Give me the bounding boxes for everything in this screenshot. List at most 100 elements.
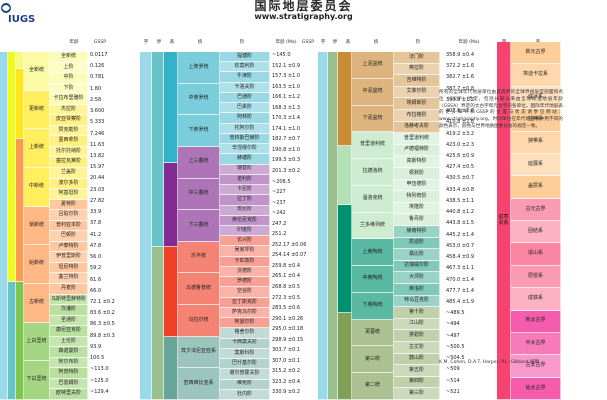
p2-age-4: 166.1 ±1.2 — [272, 94, 301, 101]
p3-stage-13: 埃隆阶 — [394, 202, 440, 215]
p1-age-21: 66.0 — [90, 287, 102, 294]
p3-stage-19: 大坪阶 — [394, 272, 440, 284]
page-title: 国际地层委员会 — [254, 0, 353, 13]
p3-series-9: 下奥陶统 — [352, 292, 394, 320]
p3-age-7: 419.2 ±3.2 — [446, 130, 475, 137]
p4-system-12: 新太古界 — [511, 310, 561, 333]
p2-ages: ~145.0 152.1 ±0.9 157.3 ±1.0 163.5 ±1.0 166.… — [272, 52, 312, 400]
p2-age-32: 330.9 ±0.2 — [272, 389, 301, 396]
p3-system-3 — [338, 313, 352, 400]
p2-series-0: 上侏罗统 — [178, 52, 220, 84]
p1-stage-10: 塞拉瓦莱阶 — [50, 157, 88, 168]
p3-stage-25: 古丈阶 — [394, 342, 440, 354]
p1-system-1 — [16, 69, 24, 139]
p1-stage-7: 赞克勒阶 — [50, 125, 88, 137]
p2-age-24: 283.5 ±0.6 — [272, 305, 301, 312]
p1-age-11: 20.44 — [90, 175, 105, 182]
p1-age-13: 27.82 — [90, 197, 105, 204]
p3-age-28: ~509 — [446, 366, 460, 373]
p1-stage-15: 吕珀尔阶 — [50, 210, 88, 221]
p2-series-6: 乐平统 — [178, 241, 220, 274]
p1-header-gssp: GSSP — [93, 40, 107, 45]
p2-age-18: 252.17 ±0.06 — [272, 241, 307, 248]
p2-stage-17: 印度阶 — [220, 226, 270, 237]
p3-age-15: 443.8 ±1.5 — [446, 220, 475, 227]
p2-header-age: 年龄 (Ma) — [275, 40, 297, 45]
p2-age-1: 152.1 ±0.9 — [272, 62, 301, 69]
p1-age-29: ~125.0 — [90, 377, 109, 384]
p2-stage-6: 阿林阶 — [220, 113, 270, 124]
p1-eon — [0, 52, 8, 400]
p3-series-5: 温洛克统 — [352, 185, 394, 213]
p1-stage-14: 夏特阶 — [50, 199, 88, 211]
p2-stage-24: 亚丁斯克阶 — [220, 297, 270, 308]
p2-age-10: 199.3 ±0.3 — [272, 157, 301, 164]
p3-age-11: 430.5 ±0.7 — [446, 175, 475, 182]
p2-stage-10: 赫塘阶 — [220, 154, 270, 165]
p1-stage-16: 普利亚本阶 — [50, 220, 88, 232]
p2-age-9: 190.8 ±1.0 — [272, 146, 301, 153]
p2-stage-26: 阿瑟尔阶 — [220, 318, 270, 329]
p4-system-13: 中太古界 — [511, 332, 561, 356]
p1-age-19: 59.2 — [90, 265, 102, 272]
p3-stage-5: 布拉格阶 — [394, 110, 440, 122]
p1-stage-13: 阿基坦阶 — [50, 189, 88, 200]
p3-system-2 — [338, 205, 352, 313]
p1-age-20: 61.6 — [90, 276, 102, 283]
p1-age-8: 11.63 — [90, 141, 105, 148]
p3-stage-0: 法门阶 — [394, 52, 440, 64]
p1-series-6: 古新统 — [24, 284, 50, 323]
p2-stage-25: 萨克马尔阶 — [220, 307, 270, 319]
p2-stage-23: 空谷阶 — [220, 287, 270, 298]
p1-stage-1: 上阶 — [50, 62, 88, 74]
p1-stage-22: 丹麦阶 — [50, 284, 88, 295]
p2-stage-30: 巴什基尔阶 — [220, 359, 270, 370]
p2-age-28: 303.7 ±0.1 — [272, 347, 301, 354]
p2-age-12: ~208.5 — [272, 178, 291, 185]
p2-era-mesozoic — [152, 52, 164, 247]
p3-ages: 358.9 ±0.4 372.2 ±1.6 382.7 ±1.6 387.7 ±0.8… — [446, 52, 486, 400]
p2-header-gssp: GSSP — [301, 40, 315, 45]
p2-stage-11: 瑞替阶 — [220, 164, 270, 175]
p4-system-6: 盖层系 — [511, 176, 561, 199]
p3-series-10: 芙蓉统 — [352, 319, 394, 347]
p1-system-0 — [16, 52, 24, 70]
p2-series-2: 下侏罗统 — [178, 115, 220, 147]
p2-header-era: 界 — [156, 40, 162, 45]
p2-age-25: 290.1 ±0.26 — [272, 315, 304, 322]
p4-system-3: 拉伸系 — [511, 109, 561, 132]
p1-age-26: 93.9 — [90, 343, 102, 350]
p2-age-13: ~227 — [272, 189, 286, 196]
p1-stage-27: 土伦阶 — [50, 336, 88, 348]
p2-age-15: ~242 — [272, 210, 286, 217]
p2-stage-16: 奥伦尼克阶 — [220, 215, 270, 226]
p1-stage-24: 坎潘阶 — [50, 305, 88, 316]
p1-age-0: 0.0117 — [90, 52, 108, 58]
p3-age-26: ~500.5 — [446, 343, 465, 350]
p2-series-9: 宾夕法尼亚亚系 — [178, 336, 220, 369]
p4-system-5: 延展系 — [511, 153, 561, 177]
p4-system-7: 古元古界 — [511, 198, 561, 221]
p1-ages: 0.0117 0.126 0.781 1.80 2.58 3.600 5.333 7.246 1… — [90, 52, 124, 400]
p3-stage-27: 第五阶 — [394, 365, 440, 377]
p3-age-9: 425.6 ±0.9 — [446, 153, 475, 160]
p3-stage-9: 高斯特阶 — [394, 156, 440, 168]
p1-stage-3: 下阶 — [50, 83, 88, 95]
p3-age-22: 485.4 ±1.9 — [446, 298, 475, 305]
p2-age-26: 295.0 ±0.18 — [272, 326, 304, 333]
p1-age-18: 56.0 — [90, 254, 102, 261]
p2-stage-5: 巴柔阶 — [220, 103, 270, 114]
p3-stage-11: 申伍德阶 — [394, 179, 440, 192]
p2-stage-8: 普林斯巴赫阶 — [220, 133, 270, 145]
p1-system-3 — [16, 281, 24, 400]
p3-age-13: 438.5 ±1.1 — [446, 197, 475, 204]
p4-system-1: 埃迪卡拉系 — [511, 64, 561, 87]
p1-age-10: 15.97 — [90, 164, 105, 171]
panel-mesozoic-paleozoic: 上侏罗统 中侏罗统 下侏罗统 上三叠统 中三叠统 下三叠统 乐平统 瓜德鲁普统 乌拉尔统 宾夕法尼… — [130, 52, 320, 400]
p3-stage-6: 洛赫考夫阶 — [394, 121, 440, 134]
p1-stage-4: 卡拉布里雅阶 — [50, 94, 88, 105]
page-url[interactable]: www.stratigraphy.org — [254, 12, 353, 21]
p3-series-7: 上奥陶统 — [352, 239, 394, 267]
p2-stage-20: 卡匹敦阶 — [220, 256, 270, 267]
p3-age-8: 423.0 ±2.3 — [446, 141, 475, 148]
